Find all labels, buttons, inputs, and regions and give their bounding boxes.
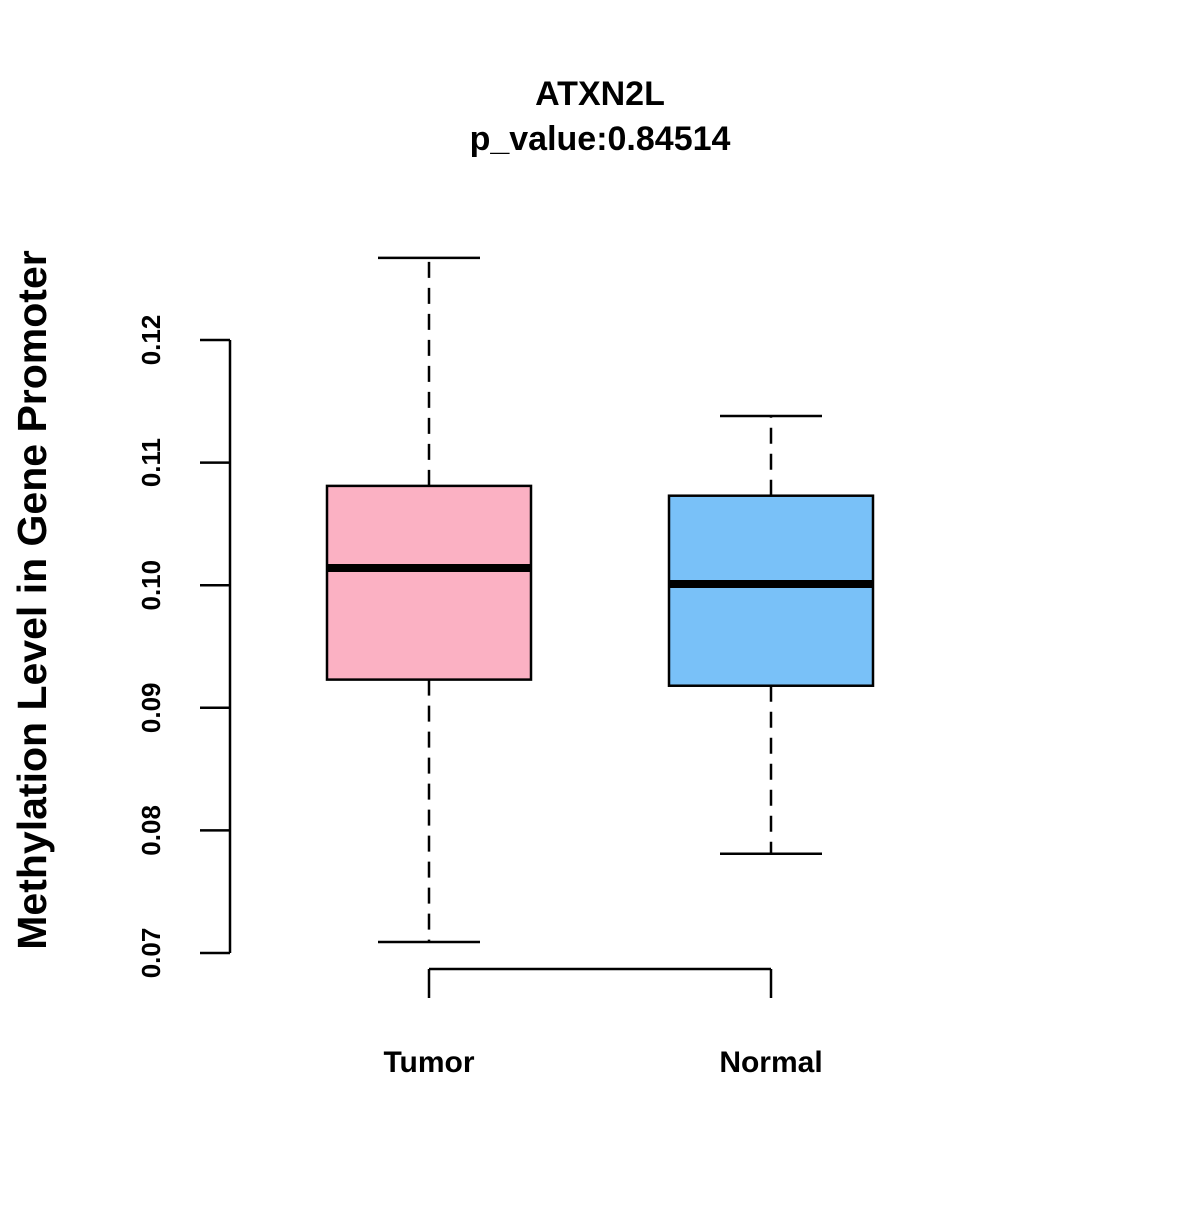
x-axis: Tumor Normal [383,967,823,1079]
y-axis-label: Methylation Level in Gene Promoter [9,250,55,949]
chart-subtitle: p_value:0.84514 [470,120,731,158]
chart-title: ATXN2L [535,75,665,113]
x-category-label-normal: Normal [719,1046,822,1079]
y-axis: 0.07 0.08 0.09 0.10 0.11 0.12 [136,315,232,979]
y-tick-label: 0.09 [136,682,166,733]
y-tick-label: 0.08 [136,805,166,856]
iqr-box [325,484,533,681]
y-tick-label: 0.10 [136,560,166,611]
y-tick-label: 0.07 [136,928,166,979]
y-tick-label: 0.11 [136,438,166,487]
y-tick-label: 0.12 [136,315,166,366]
box-tumor [325,256,533,944]
iqr-box [667,494,875,687]
box-normal [667,414,875,855]
boxes [325,256,875,944]
x-category-label-tumor: Tumor [383,1046,474,1079]
